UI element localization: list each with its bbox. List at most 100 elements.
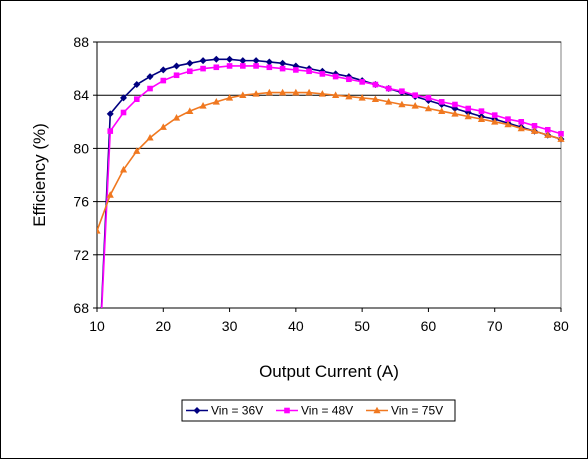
series-2-point (425, 95, 432, 101)
series-3-point (212, 98, 220, 105)
x-tick-label-10: 10 (89, 318, 105, 334)
series-3-point (517, 124, 525, 132)
series-2-point (346, 76, 352, 83)
series-1-point (106, 110, 114, 118)
series-3-point (464, 112, 472, 120)
y-tick-label-68: 68 (73, 300, 89, 316)
x-tick-label-30: 30 (222, 318, 238, 334)
y-tick-label-76: 76 (73, 194, 89, 210)
series-3-point (424, 104, 433, 112)
x-tick-label-20: 20 (155, 318, 171, 334)
series-3-point (305, 88, 313, 96)
x-tick-label-40: 40 (288, 318, 304, 334)
legend-label-2: Vin = 48V (301, 404, 353, 418)
series-2-point (107, 128, 114, 134)
series-3-point (451, 110, 459, 117)
series-3-point (491, 118, 499, 125)
series-1-point (239, 57, 247, 65)
series-2-point (120, 109, 127, 116)
x-tick-label-80: 80 (553, 318, 569, 334)
series-1-point (173, 62, 181, 70)
series-3-point (332, 91, 340, 98)
series-1-point (279, 59, 287, 67)
series-1-point (133, 81, 141, 89)
series-3-point (186, 107, 194, 114)
series-3-point (252, 90, 260, 97)
series-3-point (146, 133, 154, 141)
series-3-point (133, 147, 141, 154)
series-3 (97, 88, 565, 234)
y-tick-label-84: 84 (73, 87, 89, 103)
series-2-point (372, 81, 379, 88)
series-1-point (212, 55, 220, 63)
series-2-point (147, 85, 153, 92)
series-3-point (477, 115, 486, 122)
series-2-point (226, 63, 233, 69)
series-2-point (399, 88, 405, 95)
legend: Vin = 36V Vin = 48V Vin = 75V (181, 399, 456, 422)
series-2-point (465, 105, 471, 112)
gridlines (97, 41, 561, 256)
legend-box (181, 399, 456, 422)
y-tick-label-80: 80 (73, 140, 89, 156)
series-2 (100, 63, 564, 308)
series-layer (97, 55, 565, 308)
plot-area (96, 41, 562, 309)
series-3-point (358, 94, 366, 101)
series-2-point (332, 73, 339, 80)
legend-marker-3 (373, 406, 381, 414)
series-2-point (491, 112, 498, 118)
axes (93, 41, 562, 312)
series-1-point (120, 94, 128, 102)
series-2-point (173, 72, 180, 79)
series-3-point (411, 102, 419, 109)
series-2-point (452, 101, 458, 108)
series-3-point (438, 107, 446, 114)
series-2-point (279, 65, 286, 72)
y-tick-label-72: 72 (73, 247, 89, 263)
series-3-point (345, 92, 353, 100)
series-1-point (252, 57, 260, 65)
plot-border (96, 41, 562, 309)
legend-marker-2 (284, 407, 290, 414)
series-3-point (385, 98, 393, 105)
series-3-point (225, 94, 234, 101)
series-3-point (292, 88, 300, 96)
series-1-point (159, 66, 167, 74)
series-2-point (544, 126, 551, 133)
series-3-point (172, 114, 181, 121)
series-1-point (226, 55, 234, 63)
series-2-point (531, 122, 538, 129)
series-1-point (186, 59, 194, 67)
x-tick-label-60: 60 (421, 318, 437, 334)
series-2-point (253, 63, 259, 69)
series-3-point (398, 100, 406, 108)
series-3-point (530, 127, 539, 134)
series-2-point (293, 67, 299, 73)
series-2-point (213, 64, 220, 71)
legend-label-1: Vin = 36V (211, 404, 263, 418)
series-2-point (558, 130, 564, 137)
series-2-point (319, 71, 326, 77)
x-tick-label-50: 50 (354, 318, 370, 334)
series-3-point (279, 88, 287, 96)
series-3-point (504, 120, 512, 128)
series-2-point (240, 63, 246, 69)
series-1-point (146, 73, 154, 81)
y-axis-title: Efficiency (%) (30, 123, 49, 227)
series-3-point (239, 91, 247, 98)
series-2-point (438, 99, 445, 105)
series-2-point (306, 68, 312, 75)
series-3-point (97, 227, 101, 234)
x-axis-title: Output Current (A) (259, 362, 399, 381)
series-1-point (265, 58, 273, 66)
series-2-point (187, 68, 193, 75)
tick-labels: 68 72 76 80 84 88 10 20 30 40 50 60 70 80 (73, 34, 569, 334)
series-3-point (159, 123, 167, 130)
series-2-point (200, 65, 206, 72)
series-3-point (119, 165, 128, 173)
series-2-point (160, 77, 167, 84)
series-2-point (478, 108, 485, 114)
